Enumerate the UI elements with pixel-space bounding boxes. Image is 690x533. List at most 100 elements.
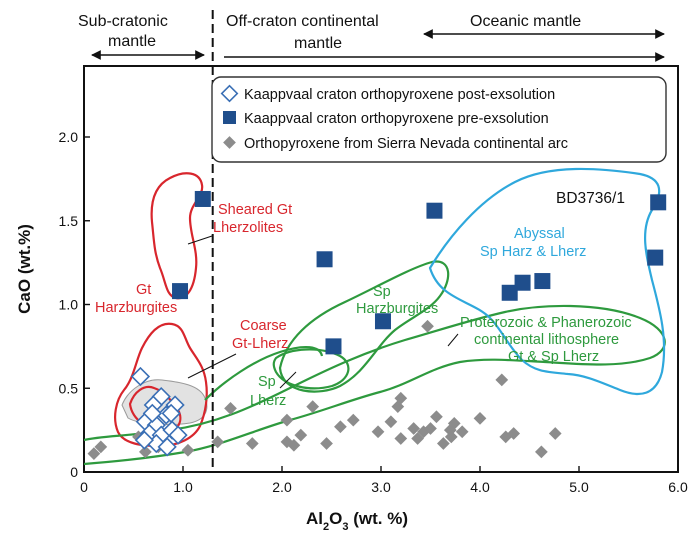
leader-sp-lherz (279, 371, 297, 389)
region-offcraton-label: Off-craton continental (226, 13, 379, 30)
point-sierra-nevada (495, 373, 509, 387)
point-sierra-nevada (447, 417, 461, 430)
leader-sheared (187, 235, 213, 245)
red-field-sheared (150, 172, 204, 300)
x-tick-label: 0 (80, 479, 88, 495)
label-sheared-2: Lherzolites (213, 220, 283, 236)
y-tick-label: 1.0 (59, 297, 79, 313)
point-sierra-nevada (535, 445, 548, 459)
legend-marker-filled (223, 111, 236, 124)
label-bd3736: BD3736/1 (556, 190, 625, 207)
point-sierra-nevada (287, 438, 301, 452)
point-kaapvaal-pre-exsolution (374, 313, 391, 330)
legend-box (211, 76, 667, 163)
legend: Kaappvaal craton orthopyroxene post-exso… (211, 76, 667, 163)
label-sheared-1: Sheared Gt (218, 202, 292, 218)
region-oceanic-label: Oceanic mantle (470, 13, 581, 30)
legend-label-open: Kaappvaal craton orthopyroxene post-exso… (244, 87, 555, 103)
x-tick-label: 4.0 (470, 479, 490, 495)
point-kaapvaal-pre-exsolution (514, 274, 531, 291)
point-sierra-nevada (407, 422, 421, 435)
x-tick-label: 3.0 (371, 479, 391, 495)
x-axis: 0 1.0 2.0 3.0 4.0 5.0 6.0 (80, 466, 688, 495)
point-sierra-nevada (211, 435, 225, 449)
point-sierra-nevada (507, 427, 521, 440)
point-sierra-nevada (371, 425, 385, 439)
point-kaapvaal-pre-exsolution (426, 202, 443, 219)
leader-coarse (187, 353, 237, 379)
point-kaapvaal-pre-exsolution (647, 249, 664, 266)
point-sierra-nevada (306, 400, 320, 414)
point-sierra-nevada (455, 425, 469, 439)
label-sp-lherz-2: Lherz (250, 393, 286, 409)
point-kaapvaal-pre-exsolution (650, 194, 667, 211)
point-sierra-nevada (473, 412, 487, 425)
leader-proterozoic (447, 333, 459, 347)
point-kaapvaal-pre-exsolution (172, 283, 189, 300)
label-abyssal-1: Abyssal (514, 226, 565, 242)
point-sierra-nevada (224, 401, 237, 415)
point-kaapvaal-pre-exsolution (534, 273, 551, 290)
x-tick-label: 2.0 (272, 479, 292, 495)
y-axis-label: CaO (wt.%) (15, 224, 34, 314)
y-tick-label: 0.5 (59, 380, 79, 396)
point-kaapvaal-post-exsolution (130, 366, 151, 387)
region-header: Sub-cratonic mantle Off-craton continent… (78, 13, 665, 62)
y-tick-label: 2.0 (59, 129, 79, 145)
point-sierra-nevada (320, 437, 333, 450)
point-sierra-nevada (421, 319, 434, 333)
point-sierra-nevada (346, 413, 360, 427)
cyan-field-abyssal (428, 167, 666, 395)
point-sierra-nevada (94, 440, 108, 454)
point-sierra-nevada (430, 410, 443, 424)
label-sp-harz-2: Harzburgites (356, 301, 438, 317)
x-tick-label: 6.0 (668, 479, 688, 495)
label-proterozoic-1: Proterozoic & Phanerozoic (460, 315, 632, 331)
label-gt-2: Harzburgites (95, 300, 177, 316)
point-sierra-nevada (437, 437, 450, 450)
point-kaapvaal-pre-exsolution (194, 190, 211, 207)
x-tick-label: 5.0 (569, 479, 589, 495)
x-axis-label: Al2O3 (wt. %) (306, 509, 408, 533)
label-gt-1: Gt (136, 282, 151, 298)
legend-marker-open (220, 84, 239, 103)
legend-marker-gray (223, 136, 236, 149)
point-sierra-nevada (394, 391, 408, 405)
label-proterozoic-3: Gt & Sp Lherz (508, 349, 599, 365)
point-sierra-nevada (548, 427, 562, 440)
label-proterozoic-2: continental lithosphere (474, 332, 619, 348)
point-kaapvaal-pre-exsolution (501, 284, 518, 301)
point-kaapvaal-pre-exsolution (316, 251, 333, 268)
x-tick-label: 1.0 (173, 479, 193, 495)
y-tick-label: 1.5 (59, 213, 79, 229)
point-sierra-nevada (181, 443, 195, 457)
green-field-coarse (204, 346, 324, 401)
point-kaapvaal-pre-exsolution (325, 338, 342, 355)
region-offcraton-label-2: mantle (294, 35, 342, 52)
y-axis: 0 0.5 1.0 1.5 2.0 (59, 129, 90, 480)
point-sierra-nevada (384, 415, 398, 429)
label-coarse-1: Coarse (240, 318, 287, 334)
red-field-gt-harz (114, 322, 208, 448)
data-points (87, 190, 667, 460)
point-sierra-nevada (280, 413, 294, 427)
point-sierra-nevada (334, 420, 347, 434)
label-sp-harz-1: Sp (373, 284, 391, 300)
region-subcratonic-label-2: mantle (108, 33, 156, 50)
point-kaapvaal-post-exsolution (157, 437, 177, 457)
legend-label-gray: Orthopyroxene from Sierra Nevada contine… (244, 136, 568, 152)
point-sierra-nevada (444, 430, 458, 444)
region-subcratonic-label: Sub-cratonic (78, 13, 168, 30)
y-tick-label: 0 (70, 464, 78, 480)
annotations: Sheared Gt Lherzolites Gt Harzburgites C… (95, 190, 632, 409)
point-sierra-nevada (424, 422, 437, 435)
label-abyssal-2: Sp Harz & Lherz (480, 244, 586, 260)
point-kaapvaal-post-exsolution (168, 425, 188, 445)
point-sierra-nevada (87, 447, 101, 460)
label-sp-lherz-1: Sp (258, 374, 276, 390)
label-coarse-2: Gt-Lherz (232, 336, 288, 352)
point-kaapvaal-post-exsolution (142, 403, 162, 423)
point-sierra-nevada (394, 432, 408, 445)
point-sierra-nevada (139, 445, 152, 459)
